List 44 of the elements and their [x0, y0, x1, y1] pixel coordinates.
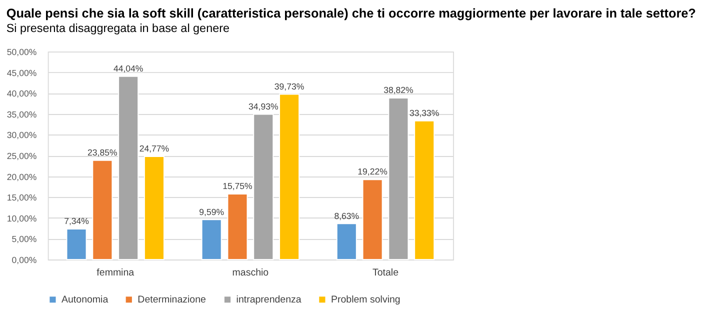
data-label: 23,85% — [88, 147, 118, 158]
bar — [362, 179, 383, 260]
data-label: 39,73% — [274, 81, 304, 92]
y-tick-label: 40,00% — [6, 88, 37, 99]
legend-label: Autonomia — [62, 294, 109, 306]
bar — [201, 219, 222, 260]
y-tick-label: 0,00% — [12, 254, 37, 265]
y-tick-label: 50,00% — [6, 46, 37, 57]
chart-title: Quale pensi che sia la soft skill (caratteristica personale) che ti occorre maggiormente per lavorare in tale settore? — [6, 6, 696, 20]
bar — [66, 228, 87, 260]
bar — [336, 223, 357, 260]
data-label: 19,22% — [358, 166, 388, 177]
bar — [92, 160, 113, 260]
bar — [253, 114, 274, 260]
data-label: 15,75% — [222, 181, 253, 192]
data-label: 24,77% — [139, 144, 170, 154]
legend-label: intraprendenza — [236, 294, 302, 306]
data-label: 7,34% — [64, 216, 90, 226]
y-tick-label: 10,00% — [6, 213, 37, 224]
data-label: 33,33% — [409, 108, 440, 118]
data-label: 38,82% — [384, 85, 414, 96]
y-tick-label: 45,00% — [6, 68, 37, 78]
data-label: 8,63% — [334, 210, 360, 221]
bar — [144, 156, 164, 260]
x-tick-label: femmina — [96, 268, 135, 279]
bar — [388, 98, 409, 260]
x-tick-label: Totale — [372, 268, 399, 279]
data-label: 34,93% — [248, 101, 278, 112]
bar — [118, 76, 139, 260]
y-tick-label: 30,00% — [6, 130, 37, 140]
data-label: 44,04% — [113, 63, 144, 74]
legend-label: Determinazione — [138, 294, 206, 306]
x-tick-label: maschio — [232, 268, 270, 279]
y-tick-label: 15,00% — [6, 192, 37, 203]
legend-label: Problem solving — [330, 294, 400, 306]
chart-subtitle: Si presenta disaggregata in base al genere — [6, 22, 230, 36]
data-label: 9,59% — [199, 206, 224, 217]
bar — [279, 94, 300, 260]
y-tick-label: 20,00% — [6, 172, 37, 182]
y-tick-label: 35,00% — [6, 109, 37, 120]
y-tick-label: 5,00% — [12, 234, 37, 244]
bar — [227, 194, 248, 260]
y-tick-label: 25,00% — [6, 150, 37, 161]
bar — [414, 120, 435, 260]
